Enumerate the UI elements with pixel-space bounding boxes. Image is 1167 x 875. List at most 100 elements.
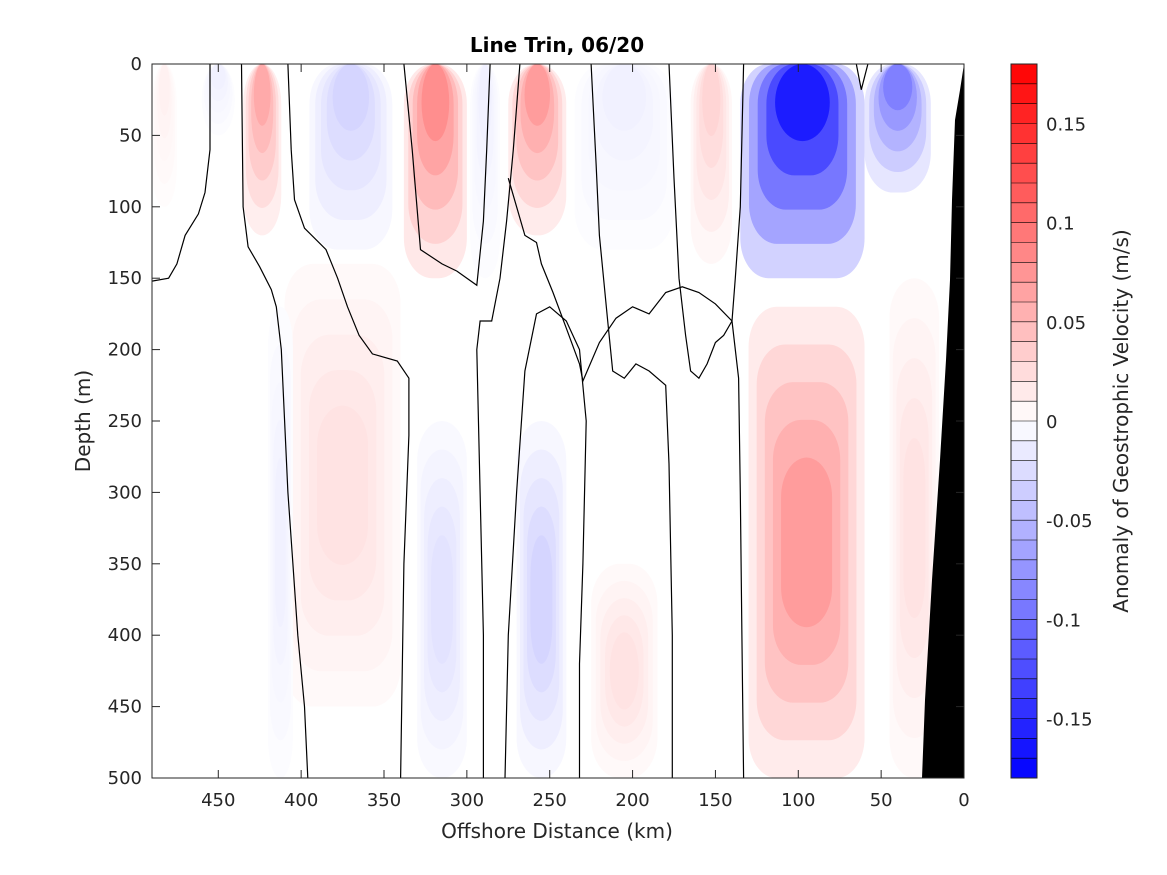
colorbar-label: Anomaly of Geostrophic Velocity (m/s) [1109,229,1133,612]
colorbar-band [1011,559,1037,581]
y-tick-label: 0 [131,54,142,75]
velocity-cell [332,64,370,131]
colorbar-band [1011,520,1037,541]
colorbar-tick-label: -0.15 [1046,710,1093,731]
chart-title: Line Trin, 06/20 [470,33,644,57]
colorbar-tick-label: -0.1 [1046,610,1081,631]
colorbar-band [1011,421,1037,442]
y-tick-label: 400 [108,625,142,646]
colorbar-band [1011,678,1037,700]
velocity-cell [602,64,647,131]
zero-contour [152,64,211,282]
y-axis: 0 50 100 150 200 250 300 350 400 450 500 [108,54,964,789]
colorbar-tick-label: 0 [1046,412,1057,433]
colorbar-band [1011,361,1037,382]
colorbar-band [1011,619,1037,640]
colorbar-band [1011,540,1037,561]
seafloor-mask [922,64,964,778]
colorbar-band [1011,758,1037,779]
colorbar-band [1011,460,1037,481]
zero-contour [668,64,745,380]
colorbar-band [1011,321,1037,343]
zero-contour [403,64,491,287]
x-axis: 450 400 350 300 250 200 150 100 50 0 [201,64,970,811]
colorbar-band [1011,381,1037,402]
x-tick-label: 0 [958,790,969,811]
x-tick-label: 300 [450,790,484,811]
colorbar-band [1011,202,1037,224]
colorbar-band [1011,143,1037,164]
x-tick-label: 400 [284,790,318,811]
zero-contour [240,64,309,778]
colorbar-band [1011,262,1037,283]
y-tick-label: 450 [108,697,142,718]
colorbar-band [1011,222,1037,243]
zero-contour-layer [152,64,869,778]
velocity-cell [253,64,271,126]
plot-area [152,64,964,778]
y-tick-label: 250 [108,411,142,432]
velocity-cell [317,405,369,565]
y-tick-label: 350 [108,554,142,575]
colorbar-band [1011,341,1037,362]
colorbar-band [1011,163,1037,184]
velocity-fill-layer [152,64,940,778]
colorbar-tick-label: 0.1 [1046,214,1075,235]
velocity-cell [431,535,453,664]
x-tick-label: 50 [870,790,893,811]
colorbar-band [1011,401,1037,422]
velocity-cell [702,64,721,136]
x-tick-label: 100 [781,790,815,811]
colorbar-band [1011,83,1037,105]
velocity-cell [781,457,833,628]
velocity-cell [609,632,639,710]
colorbar-band [1011,64,1037,85]
x-tick-label: 450 [201,790,235,811]
colorbar-ticks: -0.15 -0.1 -0.05 0 0.05 0.1 0.15 [1046,115,1093,731]
x-tick-label: 200 [615,790,649,811]
colorbar-band [1011,440,1037,462]
y-tick-label: 500 [108,768,142,789]
zero-contour [855,64,869,90]
colorbar-band [1011,500,1037,521]
y-tick-label: 200 [108,340,142,361]
y-tick-label: 150 [108,268,142,289]
x-axis-label: Offshore Distance (km) [441,819,673,843]
colorbar-band [1011,659,1037,680]
velocity-cell [903,438,926,619]
velocity-cell [530,535,553,664]
colorbar-band [1011,718,1037,739]
x-tick-label: 350 [367,790,401,811]
zero-contour [504,306,587,778]
velocity-cell [775,64,830,142]
colorbar-band [1011,183,1037,204]
zero-contour [287,64,410,778]
colorbar-band [1011,599,1037,620]
y-tick-label: 50 [119,125,142,146]
velocity-cell [210,64,226,90]
colorbar-tick-label: 0.05 [1046,313,1086,334]
colorbar-band [1011,103,1037,124]
zero-contour [590,64,673,778]
colorbar-frame [1010,63,1038,779]
colorbar-band [1011,302,1037,323]
colorbar-band [1011,242,1037,263]
colorbar-tick-label: 0.15 [1046,115,1086,136]
colorbar-band [1011,698,1037,719]
velocity-cell [158,64,170,116]
colorbar [1010,63,1038,779]
x-tick-label: 250 [533,790,567,811]
velocity-cell [421,64,450,142]
velocity-cell [274,457,286,628]
zero-contour [507,178,745,778]
colorbar-band [1011,123,1037,144]
y-tick-label: 300 [108,482,142,503]
colorbar-band [1011,282,1037,303]
velocity-cell [524,64,551,126]
colorbar-band [1011,480,1037,501]
colorbar-tick-label: -0.05 [1046,511,1093,532]
colorbar-band [1011,738,1037,759]
velocity-cell [883,64,913,111]
